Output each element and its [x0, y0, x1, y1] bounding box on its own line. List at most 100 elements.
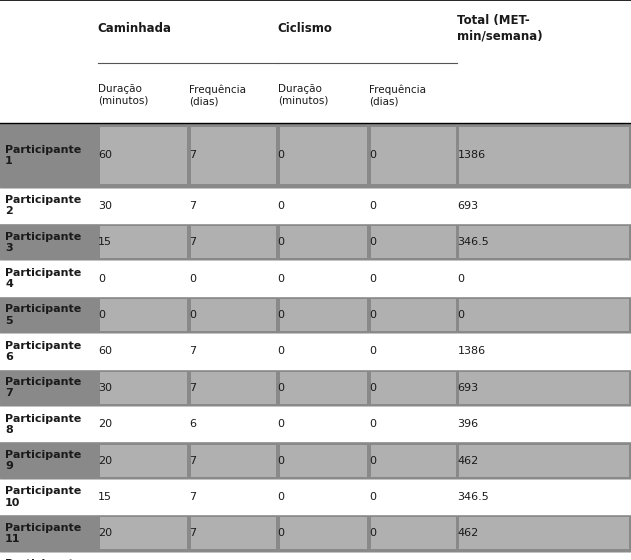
Text: Duração
(minutos): Duração (minutos) — [278, 85, 328, 106]
Bar — [0, 479, 631, 515]
Bar — [0, 333, 631, 370]
Bar — [191, 517, 276, 549]
Bar — [459, 127, 629, 184]
Text: 0: 0 — [369, 151, 376, 160]
Bar — [459, 372, 629, 404]
Text: 0: 0 — [278, 201, 285, 211]
Bar — [191, 445, 276, 477]
Text: 0: 0 — [369, 347, 376, 356]
Text: Participante
11: Participante 11 — [5, 523, 81, 544]
Text: 7: 7 — [189, 347, 196, 356]
Bar — [280, 226, 367, 258]
Text: 0: 0 — [369, 237, 376, 247]
Text: 7: 7 — [189, 151, 196, 160]
Text: Total (MET-
min/semana): Total (MET- min/semana) — [457, 14, 543, 43]
Bar — [100, 372, 187, 404]
Text: 0: 0 — [278, 347, 285, 356]
Text: 693: 693 — [457, 201, 478, 211]
Bar — [459, 299, 629, 331]
Text: Participante
8: Participante 8 — [5, 414, 81, 435]
Text: 0: 0 — [278, 383, 285, 393]
Bar — [0, 224, 631, 260]
Text: Participante
1: Participante 1 — [5, 145, 81, 166]
Bar — [0, 370, 631, 406]
Bar — [280, 127, 367, 184]
Text: Participante
10: Participante 10 — [5, 487, 81, 507]
Text: Participante
9: Participante 9 — [5, 450, 81, 471]
Text: 0: 0 — [189, 310, 196, 320]
Text: 0: 0 — [369, 456, 376, 465]
Text: 0: 0 — [278, 151, 285, 160]
Text: Participante
5: Participante 5 — [5, 305, 81, 325]
Text: 6: 6 — [189, 419, 196, 429]
Text: 396: 396 — [457, 419, 478, 429]
Text: 0: 0 — [369, 529, 376, 538]
Text: 7: 7 — [189, 456, 196, 465]
Bar — [459, 226, 629, 258]
Bar — [191, 226, 276, 258]
Text: 7: 7 — [189, 529, 196, 538]
Text: 20: 20 — [98, 529, 112, 538]
Bar — [100, 517, 187, 549]
Text: 30: 30 — [98, 383, 112, 393]
Text: 7: 7 — [189, 237, 196, 247]
Text: Participante
2: Participante 2 — [5, 195, 81, 216]
Text: 1386: 1386 — [457, 347, 486, 356]
Text: Frequência
(dias): Frequência (dias) — [189, 84, 246, 106]
Bar — [0, 552, 631, 560]
Text: 0: 0 — [278, 456, 285, 465]
Text: Duração
(minutos): Duração (minutos) — [98, 85, 148, 106]
Bar — [0, 123, 631, 188]
Text: Participante
3: Participante 3 — [5, 232, 81, 253]
Text: 0: 0 — [98, 274, 105, 283]
Text: 7: 7 — [189, 492, 196, 502]
Text: 0: 0 — [278, 237, 285, 247]
Bar — [280, 517, 367, 549]
Text: 0: 0 — [278, 492, 285, 502]
Bar — [0, 67, 631, 123]
Text: Participante
4: Participante 4 — [5, 268, 81, 289]
Text: 7: 7 — [189, 201, 196, 211]
Text: 30: 30 — [98, 201, 112, 211]
Text: 1386: 1386 — [457, 151, 486, 160]
Bar — [0, 297, 631, 333]
Bar — [100, 226, 187, 258]
Bar — [280, 445, 367, 477]
Text: 0: 0 — [278, 529, 285, 538]
Text: 0: 0 — [369, 419, 376, 429]
Text: 0: 0 — [369, 274, 376, 283]
Bar — [459, 445, 629, 477]
Bar — [371, 517, 456, 549]
Text: 15: 15 — [98, 492, 112, 502]
Text: 693: 693 — [457, 383, 478, 393]
Bar — [0, 260, 631, 297]
Bar — [371, 127, 456, 184]
Bar — [280, 372, 367, 404]
Bar — [191, 299, 276, 331]
Bar — [280, 299, 367, 331]
Bar — [191, 372, 276, 404]
Text: 0: 0 — [369, 310, 376, 320]
Bar — [371, 226, 456, 258]
Text: 60: 60 — [98, 151, 112, 160]
Bar — [459, 517, 629, 549]
Text: 0: 0 — [278, 310, 285, 320]
Text: 20: 20 — [98, 456, 112, 465]
Bar — [0, 406, 631, 442]
Text: Ciclismo: Ciclismo — [278, 22, 333, 35]
Text: 0: 0 — [369, 383, 376, 393]
Text: 20: 20 — [98, 419, 112, 429]
Bar — [371, 445, 456, 477]
Bar — [0, 442, 631, 479]
Bar — [0, 0, 631, 67]
Text: 346.5: 346.5 — [457, 237, 489, 247]
Bar — [100, 127, 187, 184]
Text: Participante
6: Participante 6 — [5, 341, 81, 362]
Text: 0: 0 — [189, 274, 196, 283]
Bar — [0, 188, 631, 224]
Text: 7: 7 — [189, 383, 196, 393]
Bar — [191, 127, 276, 184]
Text: 0: 0 — [457, 310, 464, 320]
Text: 60: 60 — [98, 347, 112, 356]
Text: 0: 0 — [278, 419, 285, 429]
